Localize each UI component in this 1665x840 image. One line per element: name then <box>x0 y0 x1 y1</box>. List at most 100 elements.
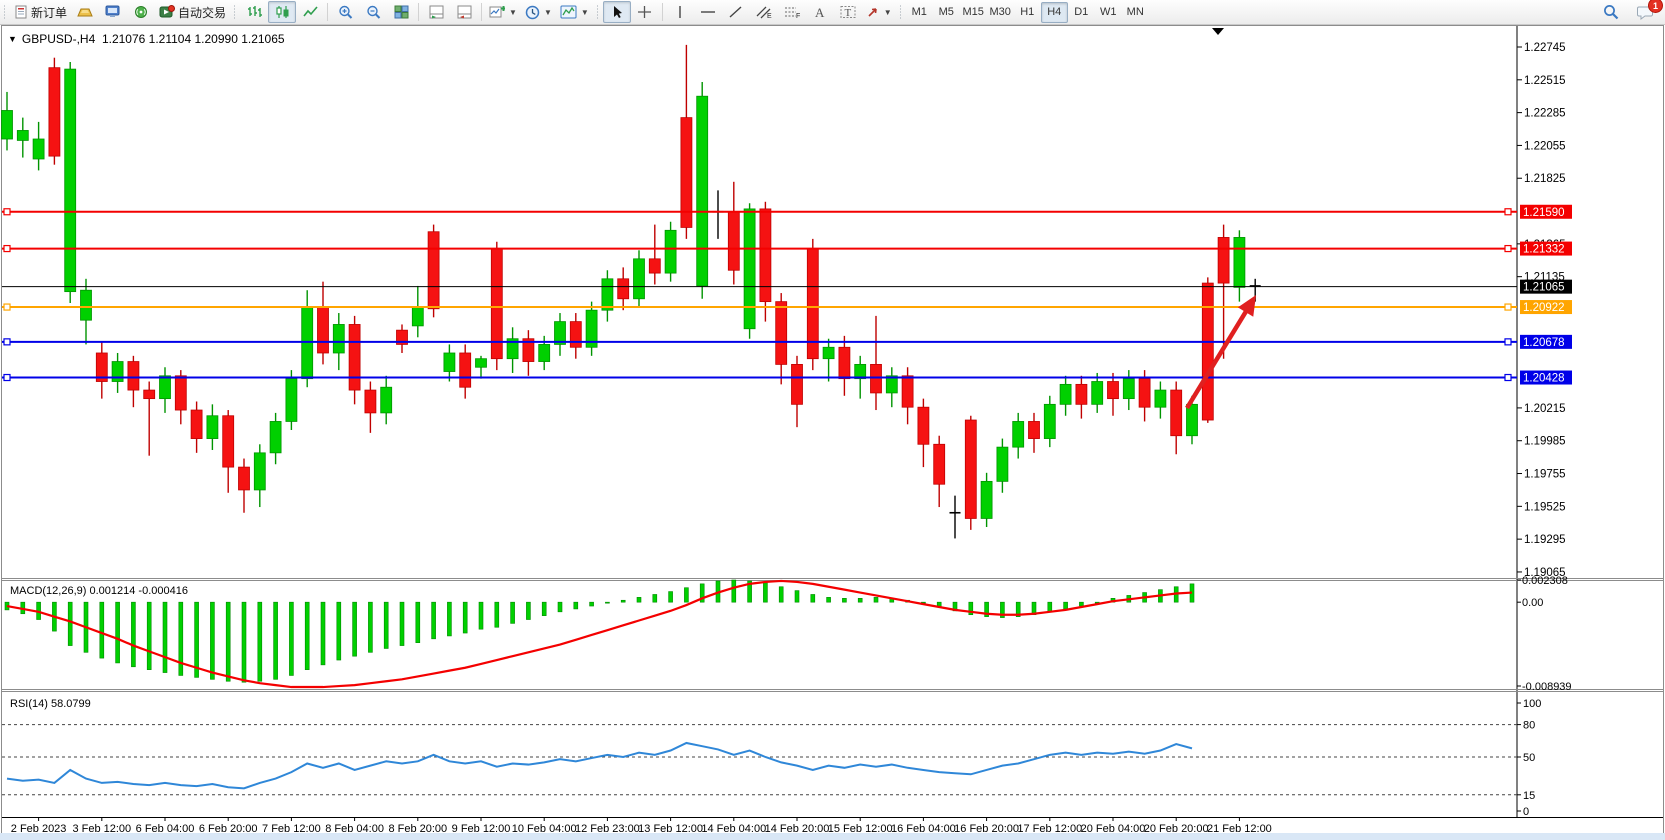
symbol-dropdown-icon[interactable]: ▼ <box>8 34 17 44</box>
date-axis-label: 7 Feb 12:00 <box>262 823 321 835</box>
signal-button[interactable] <box>127 1 155 23</box>
macd-histogram-bar <box>462 601 468 634</box>
arrows-tool-button[interactable]: ▼ <box>862 1 896 23</box>
notifications-button[interactable]: 1 <box>1631 0 1663 23</box>
line-anchor[interactable] <box>3 338 11 346</box>
current-price-tag-label: 1.21065 <box>1523 282 1565 294</box>
macd-histogram-bar <box>794 590 800 603</box>
bar-chart-button[interactable] <box>240 1 268 23</box>
date-axis-label: 20 Feb 04:00 <box>1081 823 1146 835</box>
toolbar-grip[interactable] <box>2 4 7 20</box>
line-anchor[interactable] <box>1504 338 1512 346</box>
macd-histogram-bar <box>478 601 484 630</box>
line-anchor[interactable] <box>3 208 11 216</box>
date-axis-label: 16 Feb 20:00 <box>954 823 1019 835</box>
macd-histogram-bar <box>652 594 658 603</box>
price-chart[interactable]: 1.22745 1.22515 1.22285 1.22055 1.21825 1.213… <box>0 25 1665 840</box>
line-anchor[interactable] <box>1504 208 1512 216</box>
chart-window[interactable]: 1.22745 1.22515 1.22285 1.22055 1.21825 1.213… <box>0 25 1665 840</box>
text-tool-button[interactable]: A <box>806 1 834 23</box>
indicator-window-remove-button[interactable] <box>450 1 478 23</box>
macd-histogram-bar <box>1063 601 1068 610</box>
crosshair-icon <box>637 5 652 19</box>
date-axis-label: 20 Feb 20:00 <box>1144 823 1209 835</box>
text-label-tool-button[interactable]: T <box>834 1 862 23</box>
svg-text:T: T <box>844 7 851 19</box>
crosshair-button[interactable] <box>631 1 659 23</box>
annotation-arrow-head[interactable] <box>1237 295 1256 317</box>
zoom-out-button[interactable] <box>359 1 387 23</box>
toolbar-grip[interactable] <box>897 4 903 20</box>
macd-histogram-bar <box>573 601 579 610</box>
trendline-tool-button[interactable] <box>722 1 750 23</box>
search-button[interactable] <box>1597 1 1625 23</box>
date-axis-label: 6 Feb 04:00 <box>136 823 195 835</box>
add-indicator-button[interactable]: ▼ <box>485 1 521 23</box>
line-anchor[interactable] <box>1504 373 1512 382</box>
line-anchor[interactable] <box>1504 244 1512 253</box>
macd-histogram-bar <box>1015 601 1021 617</box>
cursor-icon <box>611 5 623 19</box>
rsi-indicator-label: RSI(14) 58.0799 <box>10 698 91 710</box>
macd-histogram-bar <box>447 601 452 637</box>
line-anchor[interactable] <box>3 303 11 311</box>
terminal-button[interactable] <box>99 1 127 23</box>
macd-histogram-bar <box>431 601 436 640</box>
timeframe-button-m30[interactable]: M30 <box>989 6 1011 18</box>
macd-histogram-bar <box>684 587 689 603</box>
indicator-window-icon <box>429 5 444 19</box>
tile-windows-button[interactable] <box>387 1 415 23</box>
toolbar-grip[interactable] <box>232 4 238 20</box>
macd-histogram-bar <box>289 601 294 676</box>
cursor-button[interactable] <box>602 1 631 23</box>
macd-histogram-bar <box>194 601 199 678</box>
price-tag-label: 1.20922 <box>1523 302 1565 314</box>
new-order-icon <box>14 5 28 19</box>
gold-ingot-button[interactable] <box>71 1 99 23</box>
template-icon <box>560 5 577 19</box>
macd-histogram-bar <box>620 599 626 603</box>
timeframe-button-h4[interactable]: H4 <box>1040 1 1068 23</box>
date-axis-label: 6 Feb 20:00 <box>199 823 258 835</box>
timeframe-button-m1[interactable]: M1 <box>911 6 927 18</box>
template-button[interactable]: ▼ <box>556 1 593 23</box>
date-axis-label: 15 Feb 12:00 <box>828 823 893 835</box>
vertical-line-icon <box>675 5 685 19</box>
signal-icon <box>133 5 149 19</box>
fibonacci-tool-button[interactable]: F <box>778 1 806 23</box>
timeframe-button-h1[interactable]: H1 <box>1020 6 1035 18</box>
line-chart-button[interactable] <box>296 1 324 23</box>
candlestick-chart-button[interactable] <box>268 1 297 23</box>
line-anchor[interactable] <box>1504 303 1512 311</box>
horizontal-line-tool-button[interactable] <box>694 1 722 23</box>
macd-histogram-bar <box>1047 601 1053 613</box>
rsi-axis-label: 80 <box>1523 720 1535 732</box>
auto-trading-button[interactable]: 自动交易 <box>155 1 230 23</box>
equidistant-channel-tool-button[interactable]: E <box>750 1 778 23</box>
annotation-arrow[interactable] <box>1185 302 1253 410</box>
new-order-button[interactable]: 新订单 <box>10 1 71 23</box>
timeframe-button-d1[interactable]: D1 <box>1074 6 1089 18</box>
indicator-window-button[interactable] <box>422 1 450 23</box>
line-anchor[interactable] <box>3 373 11 382</box>
timeframe-button-m15[interactable]: M15 <box>962 6 984 18</box>
timeframe-button-mn[interactable]: MN <box>1126 6 1144 18</box>
zoom-in-button[interactable] <box>331 1 359 23</box>
vertical-line-tool-button[interactable] <box>666 1 694 23</box>
timeframe-button-m5[interactable]: M5 <box>938 6 954 18</box>
macd-histogram-bar <box>304 601 310 670</box>
chart-ohlc-values: 1.21076 1.21104 1.20990 1.21065 <box>101 32 285 46</box>
macd-histogram-bar <box>589 601 594 607</box>
line-anchor[interactable] <box>3 244 11 253</box>
bar-chart-icon <box>247 5 262 19</box>
timeframe-button-w1[interactable]: W1 <box>1099 6 1117 18</box>
chart-shift-marker[interactable] <box>1212 28 1224 35</box>
macd-histogram-bar <box>842 598 847 603</box>
price-tag <box>1520 300 1572 315</box>
period-clock-button[interactable]: ▼ <box>521 1 556 23</box>
timeframe-toolbar: M1 M5 M15 M30 H1 H4 D1 W1 MN <box>906 1 1149 23</box>
price-axis-label: 1.19065 <box>1524 567 1566 579</box>
toolbar-grip[interactable] <box>594 4 600 20</box>
macd-histogram-bar <box>67 601 73 646</box>
